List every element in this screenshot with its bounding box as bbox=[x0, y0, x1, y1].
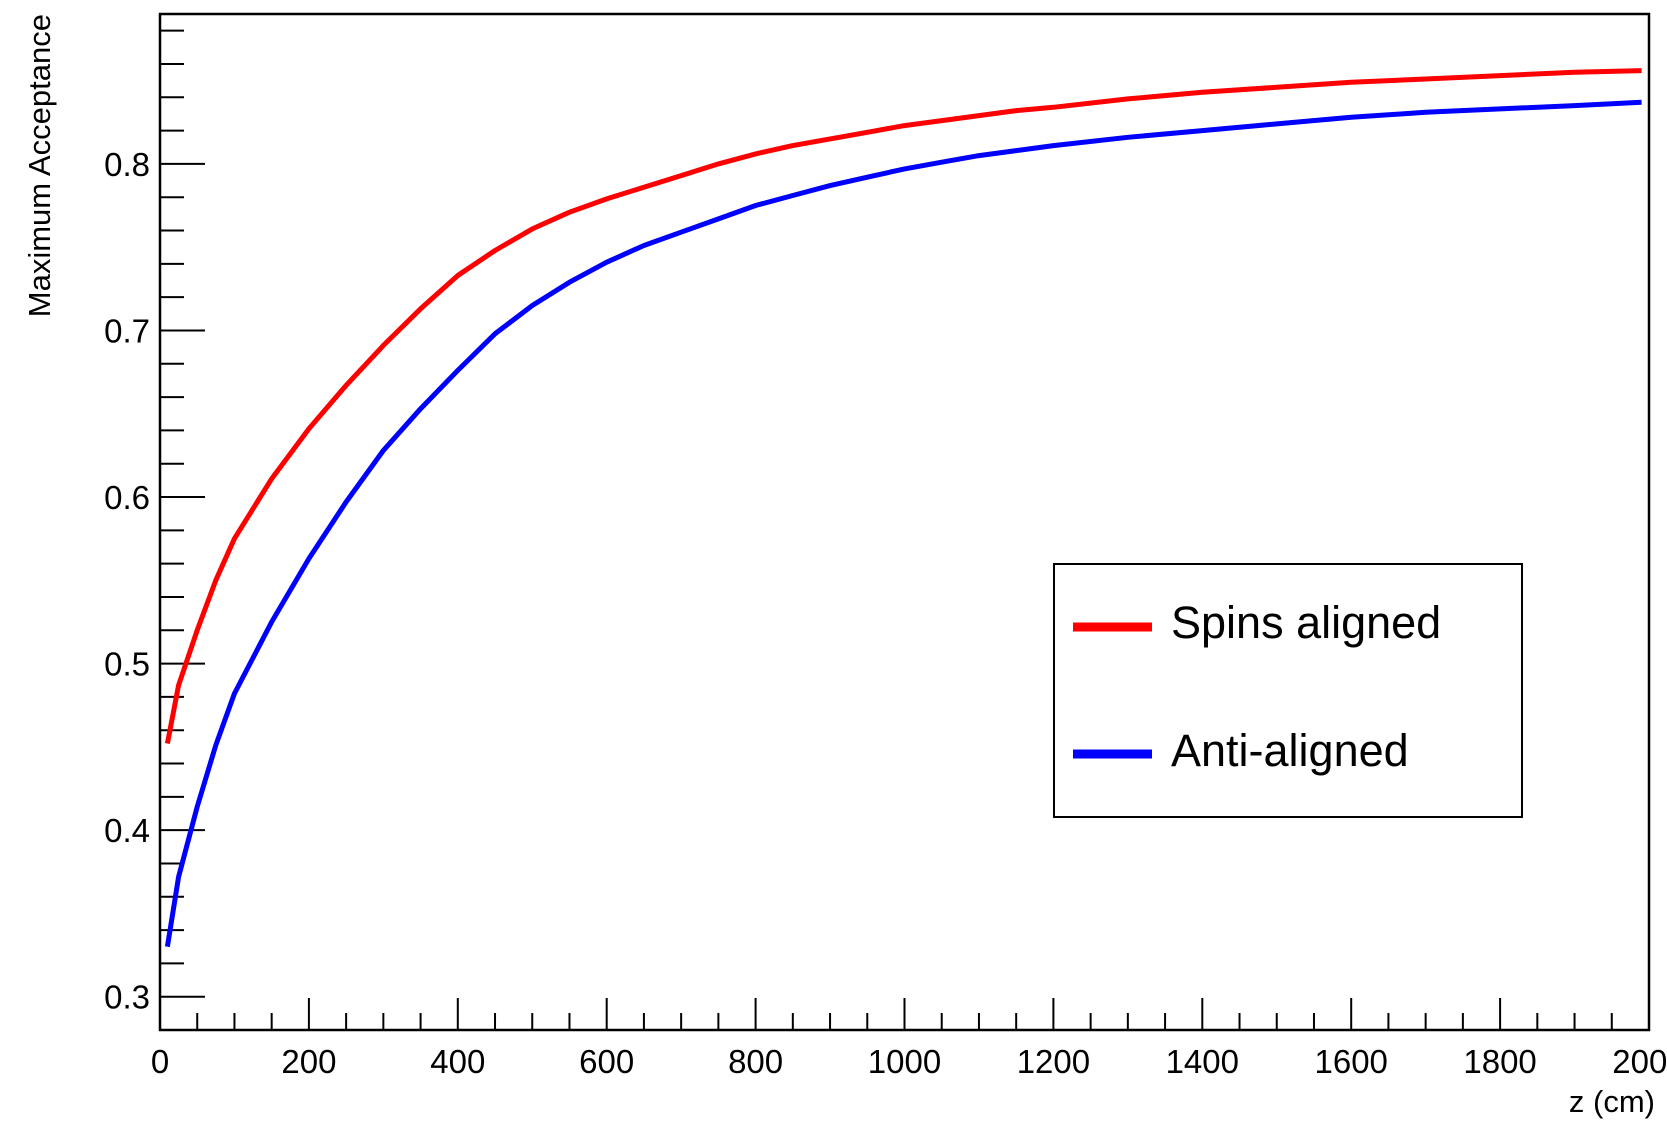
series-line-spins-aligned bbox=[164, 68, 1642, 744]
x-tick-label: 400 bbox=[430, 1043, 485, 1080]
y-axis-label: Maximum Acceptance bbox=[22, 14, 57, 317]
y-tick-label: 0.4 bbox=[104, 812, 150, 849]
y-tick-label: 0.3 bbox=[104, 979, 150, 1016]
x-tick-label: 600 bbox=[579, 1043, 634, 1080]
legend: Spins aligned Anti-aligned bbox=[1053, 563, 1523, 818]
y-tick-label: 0.5 bbox=[104, 646, 150, 683]
y-tick-label: 0.8 bbox=[104, 146, 150, 183]
x-tick-label: 1600 bbox=[1314, 1043, 1387, 1080]
x-tick-label: 800 bbox=[728, 1043, 783, 1080]
legend-box bbox=[1053, 563, 1523, 818]
x-tick-label: 1000 bbox=[868, 1043, 941, 1080]
x-tick-label: 1200 bbox=[1017, 1043, 1090, 1080]
legend-label-anti-aligned: Anti-aligned bbox=[1171, 725, 1409, 776]
axis-ticks bbox=[160, 29, 1650, 1031]
y-tick-label: 0.7 bbox=[104, 312, 150, 349]
series-line-anti-aligned bbox=[164, 99, 1642, 948]
legend-label-spins-aligned: Spins aligned bbox=[1171, 597, 1441, 648]
series-lines bbox=[164, 68, 1642, 948]
x-tick-label: 0 bbox=[151, 1043, 169, 1080]
x-tick-label: 200 bbox=[281, 1043, 336, 1080]
x-tick-label: 1400 bbox=[1166, 1043, 1239, 1080]
y-tick-label: 0.6 bbox=[104, 479, 150, 516]
x-tick-label: 1800 bbox=[1463, 1043, 1536, 1080]
x-axis-label: z (cm) bbox=[1569, 1084, 1655, 1119]
